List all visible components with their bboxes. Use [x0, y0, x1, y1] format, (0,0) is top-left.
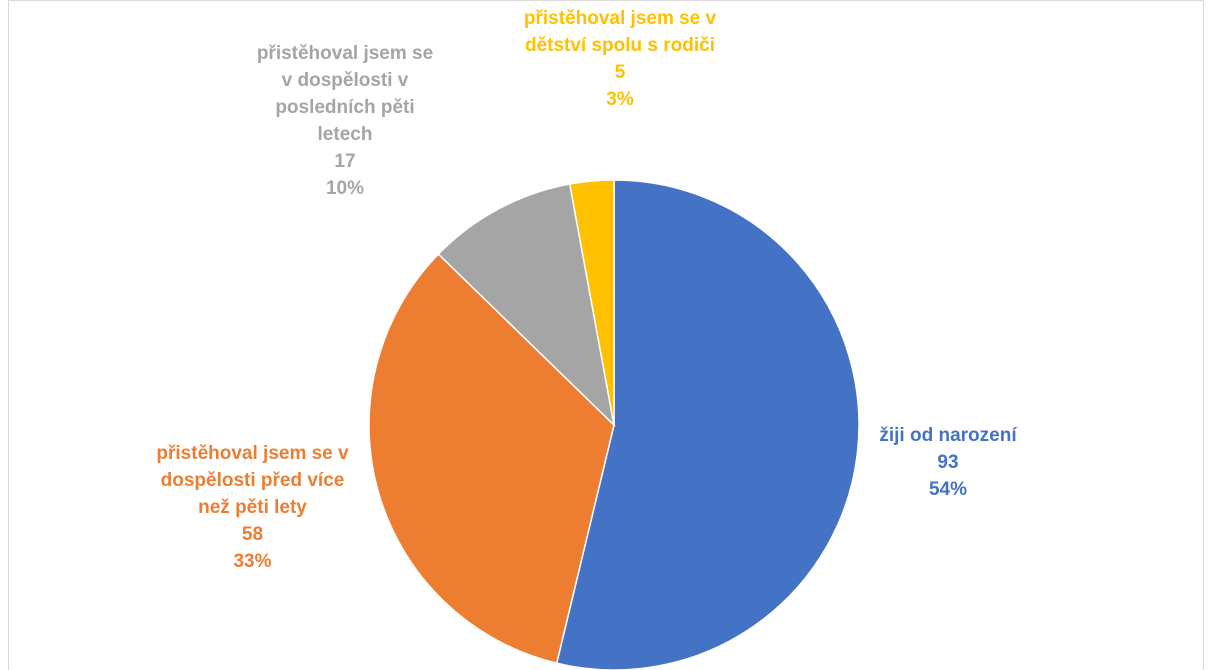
- label-name: přistěhoval jsem se v dospělosti v posle…: [256, 43, 434, 145]
- label-name: přistěhoval jsem se v dospělosti před ví…: [156, 443, 349, 518]
- label-percent: 3%: [606, 89, 634, 110]
- label-percent: 54%: [928, 479, 968, 500]
- label-percent: 33%: [233, 551, 272, 572]
- label-value: 5: [614, 62, 626, 83]
- label-value: 58: [241, 524, 264, 545]
- label-name: žiji od narození: [879, 425, 1017, 446]
- label-percent: 10%: [325, 178, 365, 199]
- data-label: žiji od narození 93 54%: [853, 422, 1043, 503]
- data-label: přistěhoval jsem se v dospělosti v posle…: [250, 40, 440, 202]
- pie-slice: [555, 179, 860, 670]
- pie-slice: [568, 179, 615, 426]
- data-label: přistěhoval jsem se v dětství spolu s ro…: [515, 5, 725, 113]
- pie-slice: [368, 253, 615, 665]
- data-label: přistěhoval jsem se v dospělosti před ví…: [145, 440, 360, 575]
- label-value: 17: [334, 151, 356, 172]
- label-value: 93: [937, 452, 959, 473]
- label-name: přistěhoval jsem se v dětství spolu s ro…: [523, 8, 717, 56]
- chart-frame: [8, 0, 1204, 670]
- pie-slice: [437, 183, 616, 428]
